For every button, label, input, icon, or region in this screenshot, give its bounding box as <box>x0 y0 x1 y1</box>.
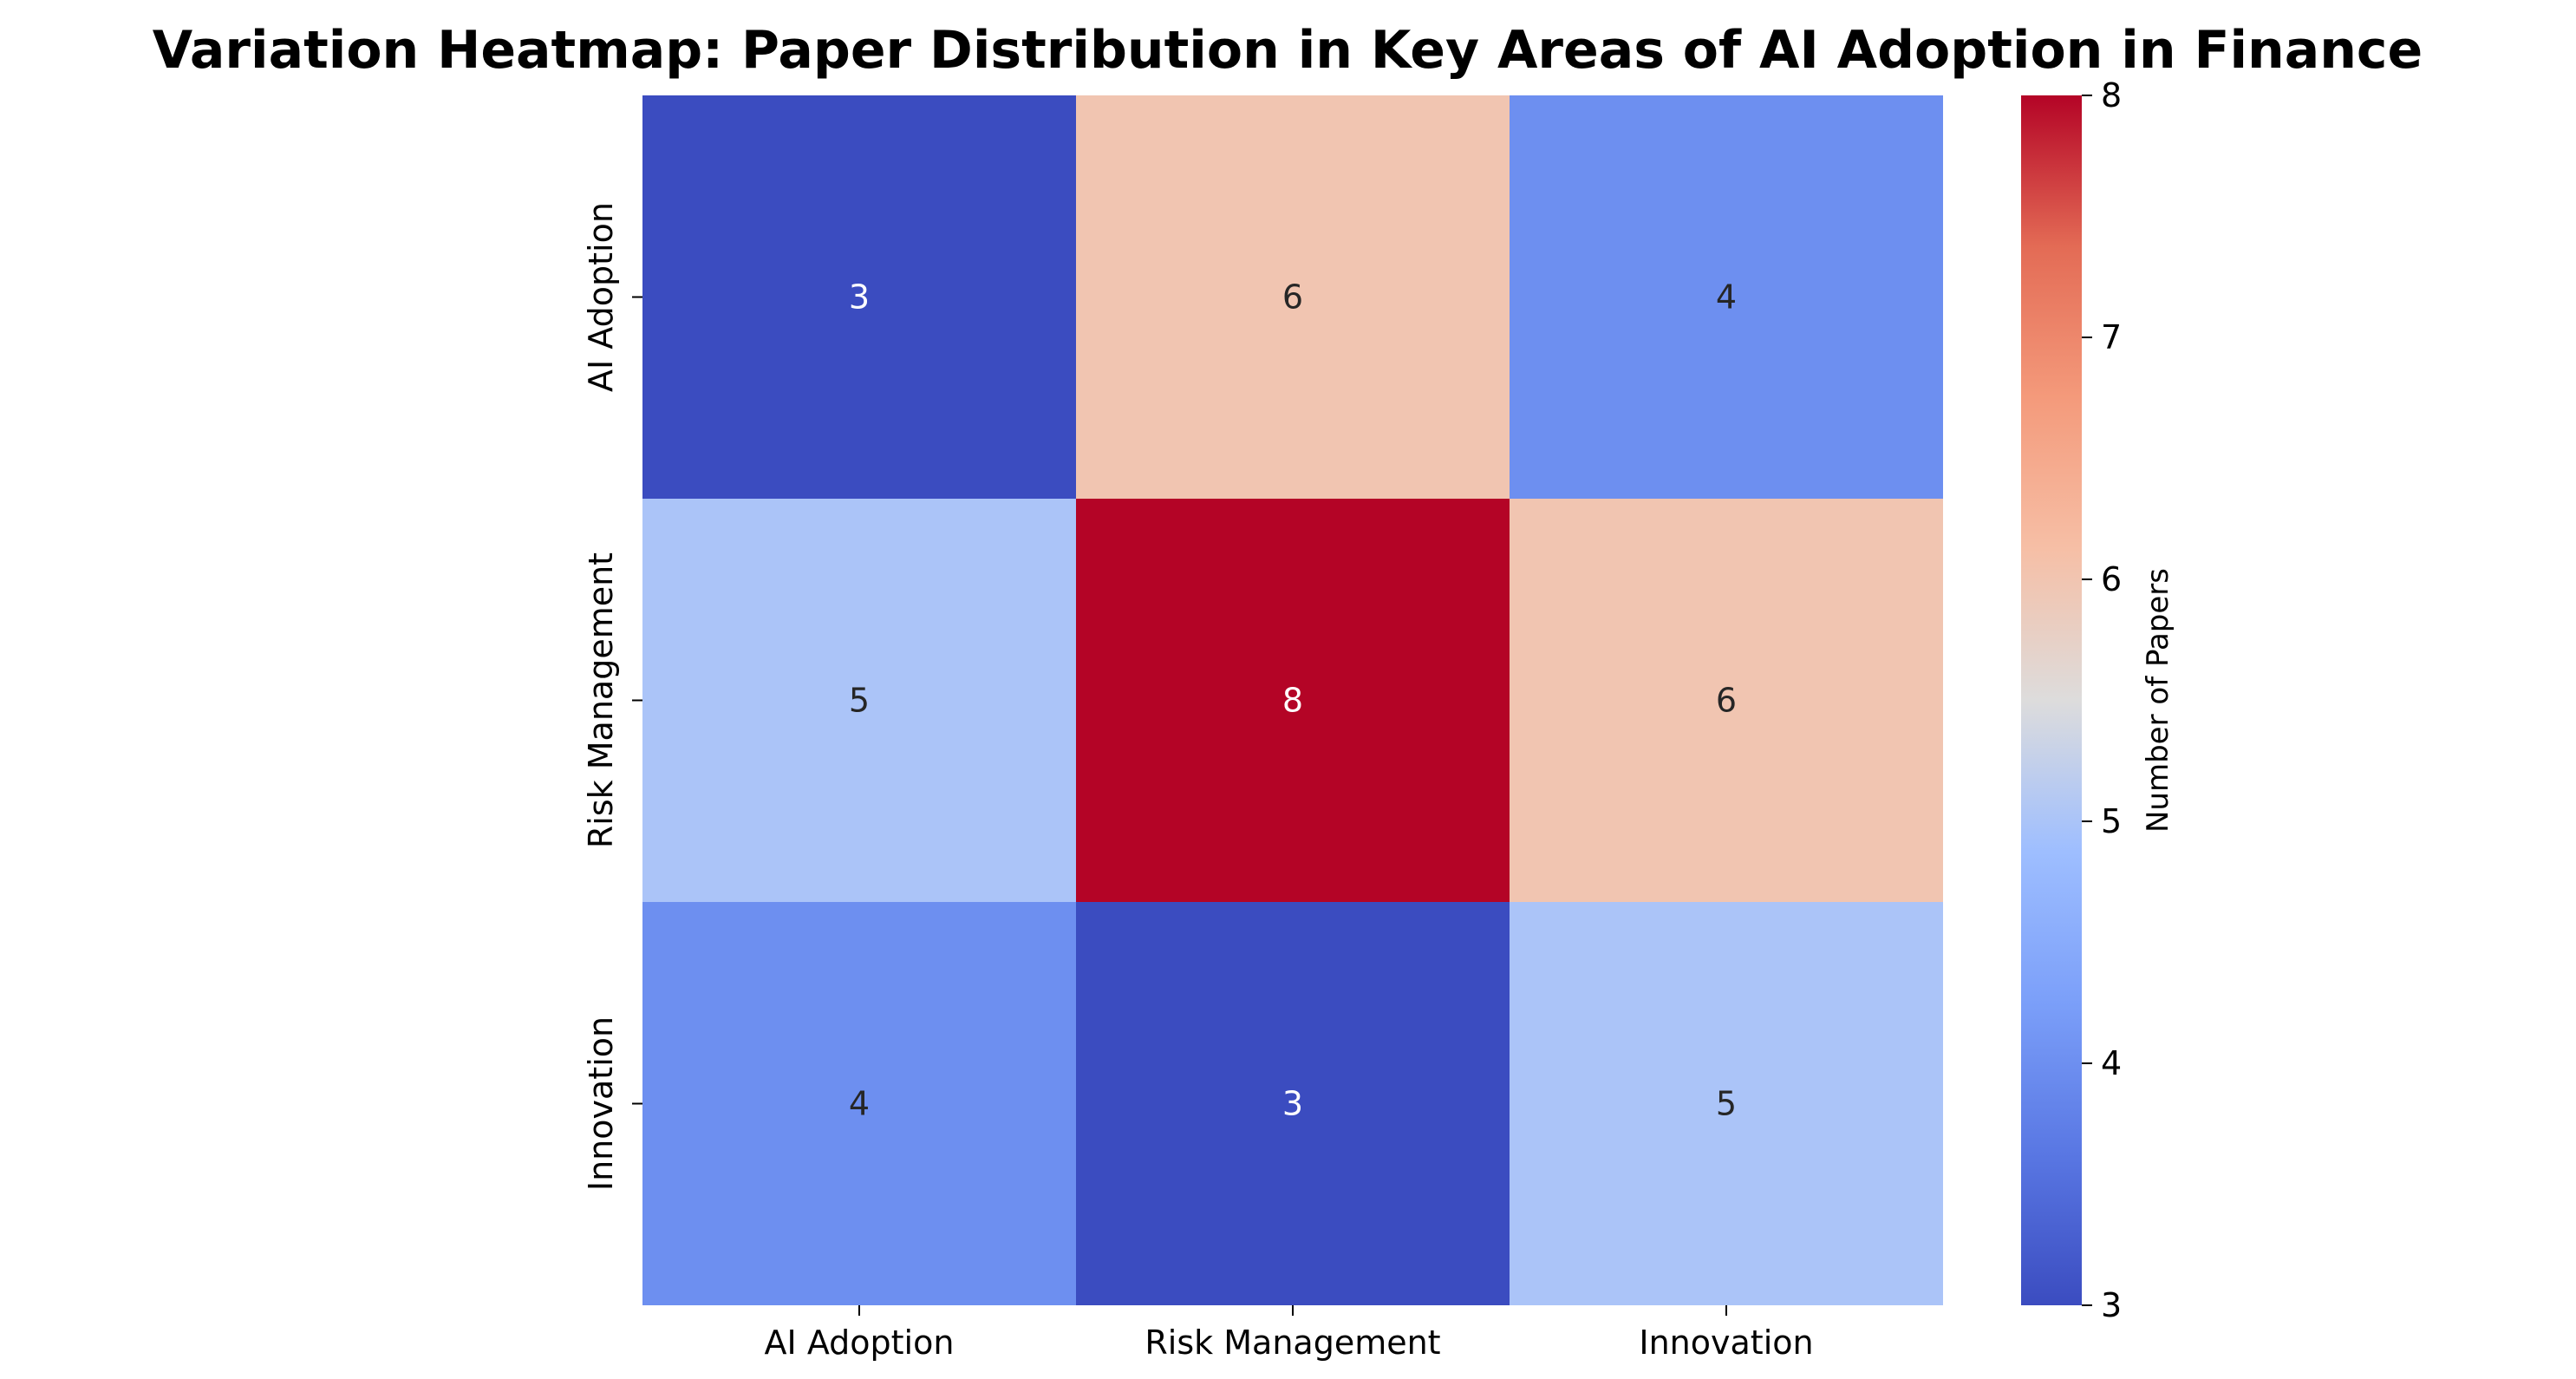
cell-value-label: 5 <box>849 682 870 720</box>
cell-value-label: 4 <box>1716 278 1737 317</box>
cell-annotations: 3 6 4 5 8 6 4 3 5 <box>849 278 1737 1123</box>
colorbar: 3 4 5 6 7 8 Number of Papers <box>2021 76 2175 1324</box>
y-axis-ticks: AI Adoption Risk Management Innovation <box>582 202 642 1191</box>
cell-value-label: 8 <box>1282 682 1303 720</box>
colorbar-label: Number of Papers <box>2141 568 2175 833</box>
colorbar-tick-label: 8 <box>2101 76 2122 114</box>
cell-value-label: 5 <box>1716 1085 1737 1123</box>
colorbar-tick-label: 6 <box>2101 560 2122 598</box>
y-tick-label: Risk Management <box>582 552 620 848</box>
heatmap-cells <box>642 95 1943 1305</box>
heatmap-cell <box>1076 499 1510 902</box>
x-tick-label: Innovation <box>1639 1323 1813 1362</box>
cell-value-label: 3 <box>1282 1085 1303 1123</box>
cell-value-label: 4 <box>849 1085 870 1123</box>
heatmap-cell <box>642 499 1076 902</box>
cell-value-label: 6 <box>1282 278 1303 317</box>
colorbar-gradient <box>2021 95 2082 1305</box>
heatmap-cell <box>1076 902 1510 1305</box>
x-tick-label: Risk Management <box>1145 1323 1440 1362</box>
chart-title: Variation Heatmap: Paper Distribution in… <box>153 20 2423 81</box>
x-tick-label: AI Adoption <box>765 1323 955 1362</box>
y-tick-label: AI Adoption <box>582 202 620 392</box>
heatmap-cell <box>1510 902 1943 1305</box>
colorbar-tick-label: 4 <box>2101 1044 2122 1082</box>
heatmap-cell <box>642 902 1076 1305</box>
cell-value-label: 6 <box>1716 682 1737 720</box>
colorbar-tick-label: 3 <box>2101 1286 2122 1324</box>
colorbar-tick-label: 7 <box>2101 318 2122 356</box>
cell-value-label: 3 <box>849 278 870 317</box>
colorbar-ticks: 3 4 5 6 7 8 <box>2082 76 2122 1324</box>
x-axis-ticks: AI Adoption Risk Management Innovation <box>765 1305 1814 1362</box>
heatmap-cell <box>1076 95 1510 499</box>
y-tick-label: Innovation <box>582 1016 620 1191</box>
heatmap-cell <box>642 95 1076 499</box>
colorbar-tick-label: 5 <box>2101 802 2122 840</box>
heatmap-cell <box>1510 95 1943 499</box>
heatmap-cell <box>1510 499 1943 902</box>
